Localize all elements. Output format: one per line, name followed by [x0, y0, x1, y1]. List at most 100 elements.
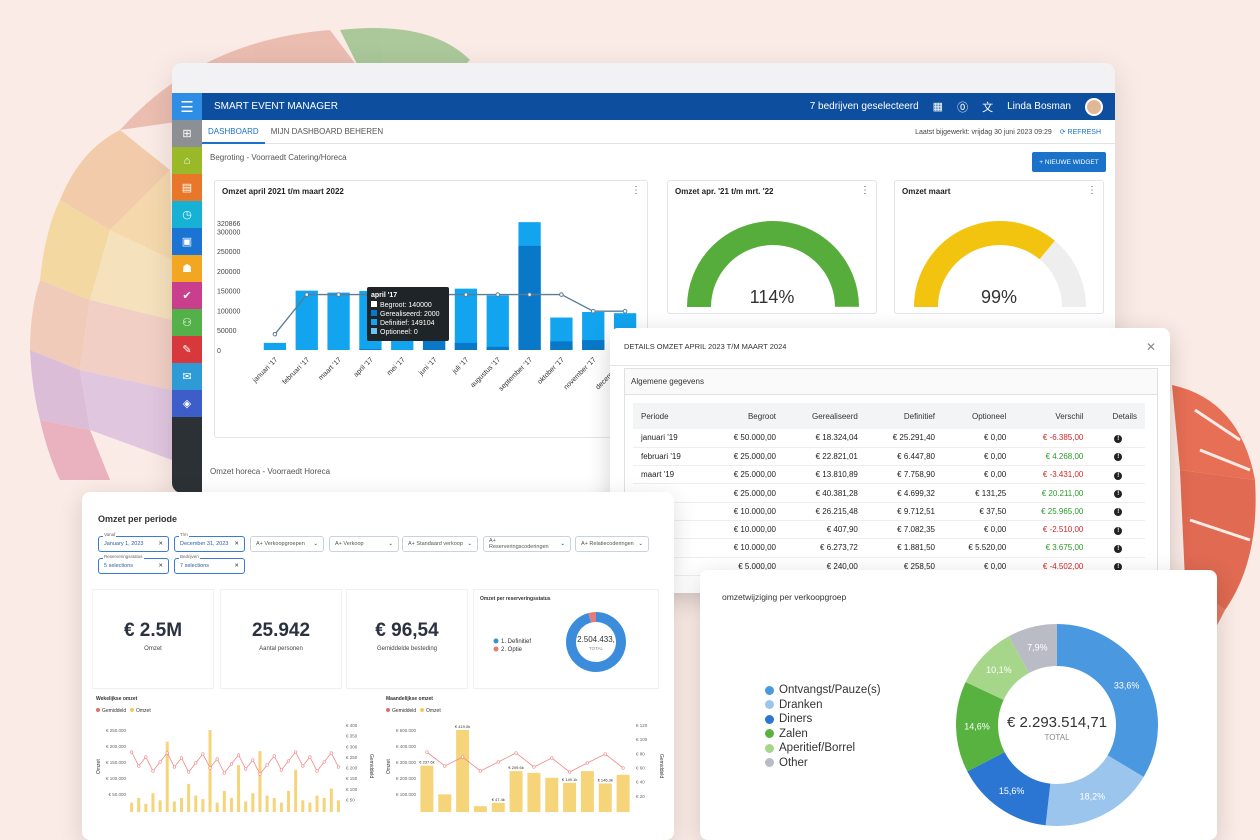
column-header: Begroot — [706, 403, 784, 429]
clear-icon[interactable]: ✕ — [158, 563, 163, 569]
filter-2[interactable]: A+ Verkoopgroepen ⌄ — [250, 536, 324, 552]
filter-value: A+ Verkoop — [335, 541, 364, 547]
status-center-value: 2.504.433, — [577, 635, 615, 644]
clock-icon[interactable]: ◷ — [172, 201, 202, 228]
info-icon[interactable]: ! — [1114, 453, 1123, 462]
chevron-down-icon[interactable]: ⌄ — [313, 541, 318, 547]
clipboard-icon[interactable]: ▤ — [172, 174, 202, 201]
legend-item[interactable]: Aperitief/Borrel — [765, 741, 881, 756]
menu-icon[interactable]: ☰ — [172, 93, 202, 120]
legend-item[interactable]: Zalen — [765, 727, 881, 742]
omzet-bar — [329, 788, 333, 812]
details-cell[interactable]: ! — [1091, 447, 1145, 467]
monthly-title: Maandelijkse omzet — [386, 696, 433, 702]
clear-icon[interactable]: ✕ — [234, 563, 239, 569]
filter-6[interactable]: A+ Relatiecoderingen ⌄ — [575, 536, 649, 552]
layers-icon[interactable]: ◈ — [172, 390, 202, 417]
omzet-bar — [315, 795, 319, 812]
book-icon[interactable]: ▣ — [172, 228, 202, 255]
receipt-icon[interactable]: ✎ — [172, 336, 202, 363]
legend-dot — [493, 646, 499, 652]
clear-icon[interactable]: ✕ — [158, 541, 163, 547]
more-options-icon[interactable]: ⋮ — [1087, 185, 1097, 196]
filter-5[interactable]: A+ Reserveringscoderingen ⌄ — [483, 536, 571, 552]
verkoopgroep-slice — [967, 751, 1052, 826]
filter-7[interactable]: Reserveringsstatus 5 selections ✕ — [98, 554, 169, 574]
users-icon[interactable]: ⚇ — [172, 309, 202, 336]
details-cell[interactable]: ! — [1091, 538, 1145, 558]
more-options-icon[interactable]: ⋮ — [631, 185, 641, 196]
tab-manage-dashboard[interactable]: MIJN DASHBOARD BEHEREN — [270, 126, 384, 136]
verkoopgroep-slice — [1008, 624, 1058, 674]
dialog-title: DETAILS OMZET APRIL 2023 T/M MAART 2024 — [624, 342, 787, 351]
details-cell[interactable]: ! — [1091, 520, 1145, 540]
monthly-chart: Gemiddeld Omzet € 600.000 € 400.000 € 300.00… — [386, 708, 664, 812]
details-cell[interactable]: ! — [1091, 465, 1145, 485]
window-titlebar — [172, 63, 1115, 93]
chevron-down-icon[interactable]: ⌄ — [560, 541, 565, 547]
y2-tick-label: € 20 — [636, 794, 645, 799]
chevron-down-icon[interactable]: ⌄ — [467, 541, 472, 547]
gemiddeld-point — [137, 764, 141, 768]
info-icon[interactable]: ! — [1114, 490, 1123, 499]
x-tick-label: maart '17 — [318, 356, 344, 382]
clear-icon[interactable]: ✕ — [234, 541, 239, 547]
kpi-label: Aantal personen — [259, 646, 303, 652]
legend-item[interactable]: Dranken — [765, 698, 881, 713]
gemiddeld-line — [426, 751, 624, 773]
gemiddeld-point — [294, 750, 298, 754]
status-center-label: TOTAL — [589, 646, 604, 651]
table-row: € 25.000,00 € 40.381,28 € 4.699,32 € 131,25… — [633, 483, 1145, 503]
cell-verschil: € -6.385,00 — [1014, 429, 1092, 448]
details-cell[interactable]: ! — [1091, 483, 1145, 503]
details-cell[interactable]: ! — [1091, 502, 1145, 521]
info-icon[interactable]: ! — [1114, 563, 1123, 572]
close-icon[interactable]: ✕ — [1145, 339, 1156, 354]
user-name[interactable]: Linda Bosman — [1007, 101, 1071, 112]
info-icon[interactable]: ! — [1114, 544, 1123, 553]
grid-icon[interactable]: ⊞ — [172, 120, 202, 147]
info-icon[interactable]: ! — [1114, 434, 1123, 443]
filter-3[interactable]: A+ Verkoop ⌄ — [329, 536, 399, 552]
tooltip-bg — [367, 287, 449, 341]
filter-4[interactable]: A+ Standaard verkoop ⌄ — [402, 536, 478, 552]
tab-dashboard[interactable]: DASHBOARD — [202, 120, 265, 144]
cell-verschil: € -3.431,00 — [1014, 465, 1092, 485]
more-options-icon[interactable]: ⋮ — [860, 185, 870, 196]
legend-label: Omzet — [136, 708, 151, 714]
filter-8[interactable]: Bedrijven 7 selections ✕ — [174, 554, 245, 574]
new-widget-button[interactable]: + NIEUWE WIDGET — [1032, 152, 1106, 172]
bar-value-label: € 146.3k — [598, 777, 613, 782]
section-label: Omzet horeca - Voorraedt Horeca — [210, 467, 331, 476]
omzet-bar — [491, 802, 505, 812]
user-icon[interactable]: ☗ — [172, 255, 202, 282]
legend-item[interactable]: Other — [765, 756, 881, 771]
avatar[interactable] — [1085, 97, 1103, 116]
filter-1[interactable]: T/m December 31, 2023 ✕ — [174, 532, 245, 552]
gemiddeld-point — [258, 772, 262, 776]
calendar-icon[interactable]: ▦ — [932, 101, 944, 113]
kpi-value: € 2.5M — [123, 620, 183, 641]
translate-icon[interactable]: 文 — [982, 101, 994, 114]
tab-bar: DASHBOARD MIJN DASHBOARD BEHEREN Laatst … — [202, 120, 1115, 144]
info-icon[interactable]: ! — [1114, 471, 1123, 480]
chevron-down-icon[interactable]: ⌄ — [638, 541, 643, 547]
details-cell[interactable]: ! — [1091, 429, 1145, 448]
info-icon[interactable]: ! — [1114, 508, 1123, 517]
help-icon[interactable]: ⓪ — [957, 101, 969, 114]
chevron-down-icon[interactable]: ⌄ — [388, 541, 393, 547]
cell-verschil: € 3.675,00 — [1014, 538, 1092, 558]
omzet-bar — [308, 802, 312, 812]
legend-dot — [420, 708, 424, 712]
check-icon[interactable]: ✔ — [172, 282, 202, 309]
info-icon[interactable]: ! — [1114, 526, 1123, 535]
home-icon[interactable]: ⌂ — [172, 147, 202, 174]
legend-item[interactable]: Ontvangst/Pauze(s) — [765, 683, 881, 698]
filter-0[interactable]: Vanaf January 1, 2023 ✕ — [98, 532, 169, 552]
refresh-button[interactable]: ⟳ REFRESH — [1059, 128, 1101, 136]
tooltip-line: Gerealiseerd: 2000 — [380, 311, 440, 318]
legend-item[interactable]: Diners — [765, 712, 881, 727]
companies-selected[interactable]: 7 bedrijven geselecteerd — [809, 101, 919, 112]
column-header: Gerealiseerd — [784, 403, 866, 429]
mail-icon[interactable]: ✉ — [172, 363, 202, 390]
